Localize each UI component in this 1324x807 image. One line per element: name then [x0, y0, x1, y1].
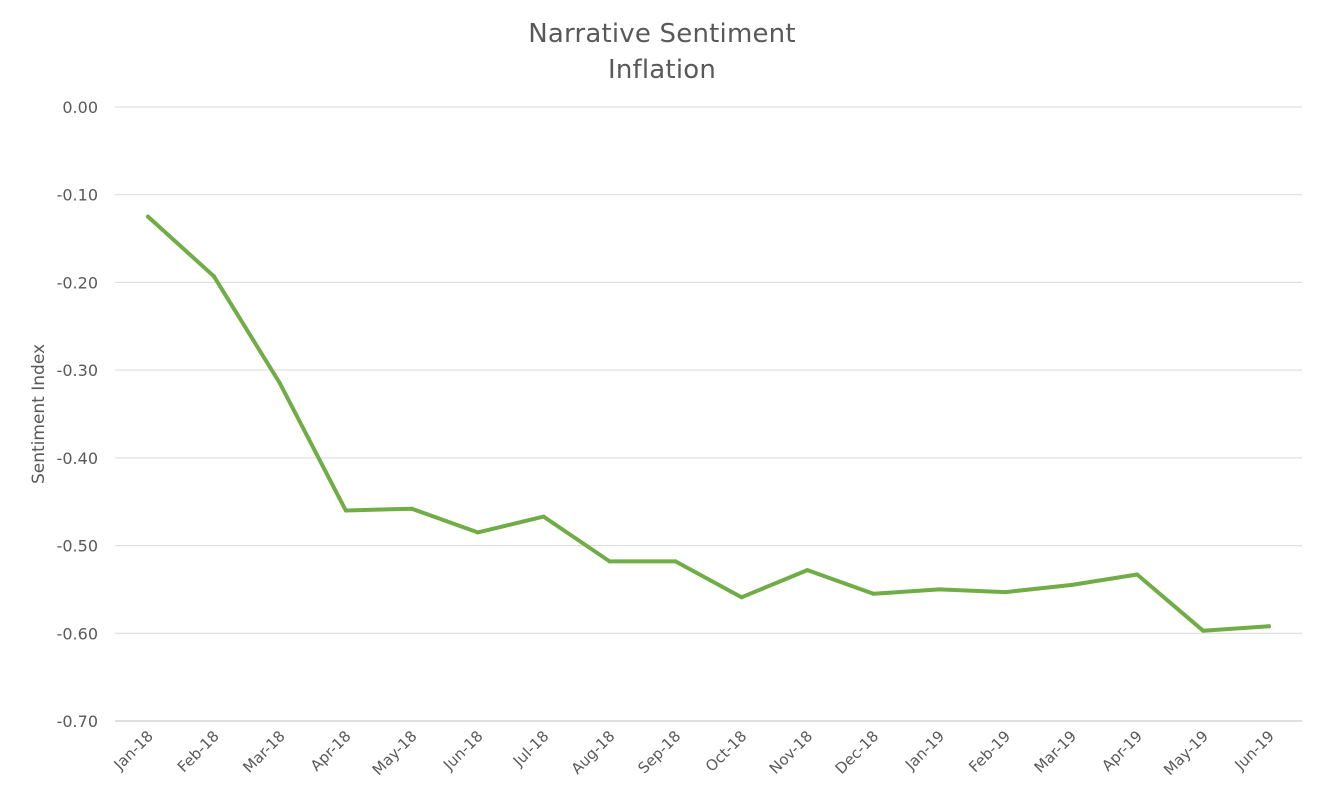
x-tick-label: Sep-18: [634, 727, 684, 777]
x-tick-label: Nov-18: [766, 727, 816, 777]
y-tick-label: -0.20: [57, 273, 98, 292]
y-axis-ticks: 0.00 -0.10 -0.20 -0.30 -0.40 -0.50 -0.60 -0.70: [57, 98, 98, 731]
x-tick-label: May-19: [1160, 727, 1212, 779]
x-tick-label: Jan-19: [901, 727, 948, 774]
x-tick-label: Jan-18: [110, 727, 157, 774]
data-point: [607, 559, 612, 564]
x-tick-label: Apr-18: [307, 727, 355, 775]
data-point: [1267, 624, 1271, 629]
chart-title: Narrative Sentiment: [528, 19, 796, 49]
x-tick-label: May-18: [369, 727, 421, 779]
data-point: [805, 568, 810, 573]
x-tick-label: Apr-19: [1098, 727, 1146, 775]
y-tick-label: -0.30: [57, 361, 98, 380]
y-tick-label: 0.00: [62, 98, 98, 117]
data-point: [1135, 572, 1140, 577]
x-tick-label: Oct-18: [702, 727, 750, 775]
data-point: [1003, 590, 1008, 595]
data-point: [739, 595, 744, 600]
series-lines: [146, 214, 1271, 633]
data-point: [409, 506, 414, 511]
y-tick-label: -0.70: [57, 712, 98, 731]
x-tick-label: Dec-18: [832, 727, 883, 778]
x-tick-label: Feb-18: [174, 727, 223, 776]
data-point: [277, 381, 282, 386]
y-axis-title: Sentiment Index: [29, 344, 49, 484]
data-point: [937, 587, 942, 592]
gridlines: [115, 106, 1302, 722]
data-point: [673, 559, 678, 564]
x-tick-label: Jun-18: [439, 727, 486, 774]
data-point: [1069, 583, 1074, 587]
y-tick-label: -0.10: [57, 186, 98, 205]
x-tick-label: Mar-19: [1031, 727, 1080, 776]
x-tick-label: Mar-18: [239, 727, 288, 776]
x-tick-label: Aug-18: [568, 727, 619, 778]
chart-subtitle: Inflation: [608, 55, 716, 85]
data-point: [871, 591, 876, 596]
y-tick-label: -0.60: [57, 624, 98, 643]
data-point: [146, 214, 150, 219]
x-tick-label: Feb-19: [965, 727, 1014, 776]
data-point: [541, 514, 546, 519]
x-tick-label: Jun-19: [1231, 727, 1278, 774]
x-tick-label: Jul-18: [509, 727, 553, 771]
data-point: [343, 508, 348, 513]
series-line: [146, 214, 1271, 633]
y-tick-label: -0.40: [57, 449, 98, 468]
x-axis-ticks: Jan-18 Feb-18 Mar-18 Apr-18 May-18 Jun-18 Jul-…: [110, 727, 1278, 779]
data-point: [475, 530, 480, 535]
data-point: [1201, 628, 1206, 633]
y-tick-label: -0.50: [57, 537, 98, 556]
data-point: [211, 274, 216, 279]
